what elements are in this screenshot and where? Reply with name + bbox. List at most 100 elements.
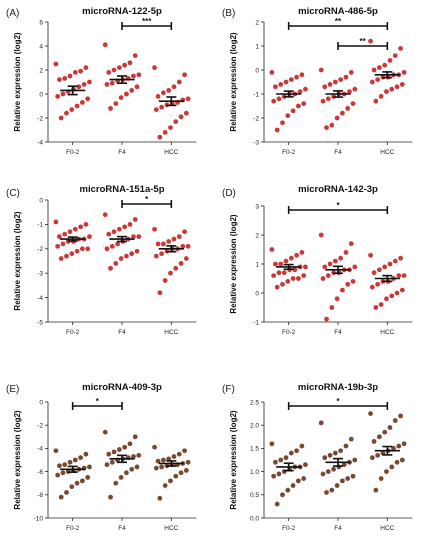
data-point [115, 241, 120, 247]
data-point [109, 80, 115, 86]
data-point [269, 441, 275, 447]
data-point [131, 73, 136, 79]
data-point [288, 450, 294, 456]
data-point [155, 241, 161, 247]
data-point [113, 101, 119, 106]
data-point [104, 462, 110, 468]
data-point [276, 471, 282, 477]
data-point [183, 256, 189, 261]
data-point [62, 76, 68, 81]
data-point [376, 65, 382, 70]
x-category-label: F4 [334, 525, 342, 532]
data-point [168, 125, 173, 130]
data-point [153, 253, 159, 259]
data-point [78, 455, 84, 461]
x-category-label: HCC [380, 329, 394, 336]
data-point [152, 444, 157, 450]
data-point [69, 484, 75, 490]
data-point [166, 456, 172, 462]
data-point [373, 98, 379, 104]
y-tick-label: -8 [37, 492, 43, 499]
data-point [176, 451, 182, 457]
data-point [153, 107, 159, 112]
y-tick-label: 2.0 [250, 423, 259, 430]
data-point [60, 470, 66, 476]
data-point [53, 448, 59, 454]
data-point [290, 108, 296, 114]
data-point [299, 443, 305, 449]
data-point [183, 468, 189, 473]
data-point [118, 95, 124, 100]
data-point [350, 473, 356, 479]
y-axis-label-unit: (log2) [229, 32, 238, 54]
data-point [327, 82, 333, 87]
data-point [160, 241, 166, 247]
data-point [283, 79, 289, 85]
data-point [329, 305, 335, 310]
data-point [55, 94, 61, 99]
data-point [334, 115, 340, 121]
data-point [322, 84, 328, 90]
y-tick-label: -5 [37, 319, 43, 326]
y-axis-label-unit: (log2) [229, 410, 238, 432]
y-axis-label: Relative expression (log2) [229, 32, 238, 131]
data-point [176, 79, 182, 85]
data-point [79, 478, 85, 484]
data-point [62, 231, 68, 237]
data-point [83, 65, 89, 70]
data-point [329, 122, 335, 128]
data-point [320, 276, 326, 281]
data-point [387, 425, 393, 430]
data-point [398, 255, 403, 261]
data-point [168, 270, 173, 276]
data-point [318, 420, 324, 426]
data-point [113, 480, 119, 486]
data-point [288, 77, 294, 82]
data-point [399, 82, 405, 87]
data-point [332, 450, 338, 456]
data-point [87, 234, 92, 240]
data-point [178, 470, 184, 476]
y-tick-label: 2 [255, 232, 259, 239]
data-point [378, 476, 384, 481]
data-point [67, 459, 73, 465]
data-point [350, 101, 356, 106]
data-point [159, 104, 165, 110]
y-tick-label: 0 [39, 399, 43, 406]
y-tick-label: -2 [37, 115, 43, 122]
y-tick-label: -1 [37, 222, 43, 229]
y-tick-label: -2 [37, 246, 43, 253]
data-point [325, 96, 331, 102]
data-point [295, 276, 301, 281]
data-point [122, 224, 128, 230]
data-point [332, 258, 338, 264]
data-point [371, 270, 377, 276]
data-point [157, 290, 163, 296]
data-point [116, 226, 122, 232]
data-point [318, 232, 324, 238]
y-axis-label-main: Relative expression [13, 233, 22, 310]
data-point [273, 84, 278, 90]
data-point [81, 82, 87, 87]
data-point [278, 82, 284, 87]
data-point [102, 42, 108, 48]
y-tick-label: 0 [39, 197, 43, 204]
data-point [350, 279, 356, 284]
data-point [389, 293, 395, 299]
data-point [398, 413, 403, 419]
data-point [301, 273, 307, 278]
data-point [375, 77, 381, 82]
data-point [373, 487, 379, 493]
data-point [338, 448, 344, 454]
data-point [392, 53, 398, 58]
data-point [72, 70, 78, 75]
data-point [122, 444, 128, 450]
data-point [58, 115, 64, 121]
y-tick-label: 2 [39, 67, 43, 74]
data-point [273, 459, 278, 465]
y-axis-label-unit: (log2) [229, 214, 238, 236]
data-point [78, 68, 84, 74]
data-point [396, 443, 402, 449]
data-point [69, 107, 75, 112]
data-point [122, 62, 128, 68]
